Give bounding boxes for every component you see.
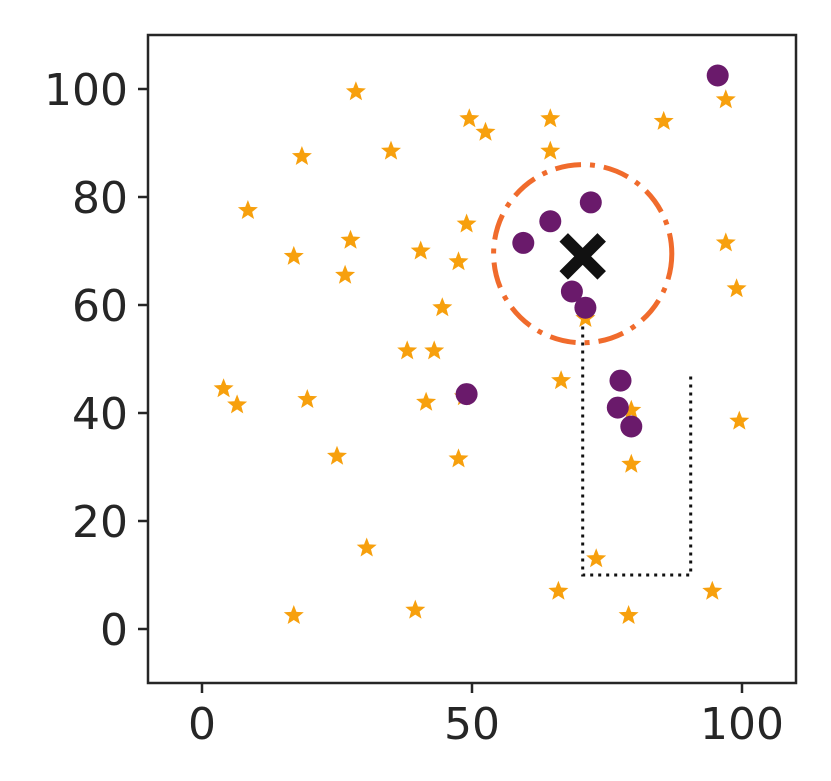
star-point [448, 251, 469, 271]
x-tick-label: 0 [188, 699, 216, 750]
star-point [213, 378, 234, 398]
star-point [621, 453, 642, 473]
star-point [356, 537, 377, 557]
circle-point [579, 191, 602, 214]
circle-point [620, 415, 643, 438]
star-point [283, 245, 304, 265]
circle-point [512, 231, 535, 254]
circle-point [706, 64, 729, 87]
star-point [715, 232, 736, 252]
star-point [540, 140, 561, 160]
y-tick-label: 80 [72, 173, 128, 224]
y-tick-label: 40 [72, 389, 128, 440]
circle-point [574, 296, 597, 319]
plot-background [148, 35, 796, 683]
star-point [653, 110, 674, 130]
region-box [581, 318, 693, 577]
star-point [459, 108, 480, 128]
circle-point [606, 396, 629, 419]
star-point [397, 340, 418, 360]
region-circle [491, 162, 675, 346]
star-point [456, 213, 477, 233]
centroid-marker [559, 233, 606, 280]
circle-point [455, 383, 478, 406]
star-point [410, 240, 431, 260]
star-point [586, 548, 607, 568]
star-point [340, 229, 361, 249]
star-point [618, 605, 639, 624]
plot-marks [213, 64, 750, 624]
star-point [551, 370, 572, 390]
x-tick-label: 100 [700, 699, 784, 750]
axis-ticks: 0 50 100 0 20 40 60 80 100 [44, 65, 784, 750]
y-tick-label: 0 [100, 605, 128, 656]
star-point [424, 340, 445, 360]
x-tick-label: 50 [444, 699, 500, 750]
star-point [405, 599, 426, 619]
star-point [283, 605, 304, 624]
star-point [327, 445, 347, 465]
star-point [548, 580, 569, 600]
star-point [297, 389, 318, 408]
circle-point [539, 210, 562, 233]
y-tick-label: 60 [72, 281, 128, 332]
star-point [227, 394, 248, 414]
plot-area [146, 33, 798, 685]
star-point [621, 399, 642, 419]
star-point [726, 278, 747, 298]
star-point [715, 89, 736, 109]
y-tick-label: 100 [44, 65, 128, 116]
star-point [729, 410, 750, 430]
star-point [448, 448, 469, 468]
star-point [237, 200, 258, 219]
star-point [432, 297, 453, 317]
y-tick-label: 20 [72, 497, 128, 548]
star-point [540, 108, 561, 128]
star-point [475, 121, 496, 141]
circle-point [560, 280, 583, 303]
star-point [381, 140, 401, 160]
circle-point [609, 369, 632, 392]
star-point [291, 146, 312, 165]
star-point [702, 580, 723, 600]
star-point [416, 391, 437, 411]
star-point [335, 264, 356, 284]
star-point [345, 81, 366, 101]
